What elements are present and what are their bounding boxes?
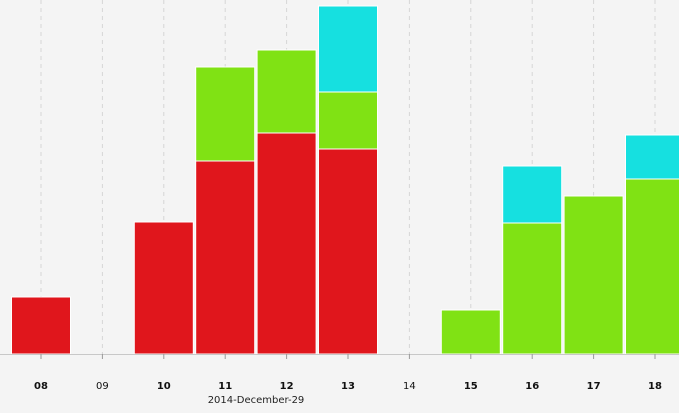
tick-label-11: 11 (218, 381, 232, 392)
tick-label-16: 16 (525, 381, 539, 392)
tick-label-18: 18 (648, 381, 662, 392)
tick-label-13: 13 (341, 381, 355, 392)
bar-16-segment-3[interactable] (502, 165, 563, 224)
bar-11-segment-1[interactable] (195, 160, 256, 355)
bar-12-segment-1[interactable] (256, 132, 317, 355)
tick-label-17: 17 (587, 381, 601, 392)
bar-16-segment-2[interactable] (502, 222, 563, 355)
bar-11-segment-2[interactable] (195, 66, 256, 162)
bars (11, 5, 679, 355)
tick-label-10: 10 (157, 381, 171, 392)
bar-18-segment-3[interactable] (625, 134, 679, 180)
bar-10-segment-1[interactable] (133, 221, 194, 355)
bar-13-segment-3[interactable] (318, 5, 378, 93)
bar-17-segment-2[interactable] (563, 195, 624, 355)
tick-label-08: 08 (34, 381, 48, 392)
bar-13-segment-2[interactable] (318, 91, 378, 150)
tick-label-12: 12 (280, 381, 294, 392)
tick-label-15: 15 (464, 381, 478, 392)
bar-18-segment-2[interactable] (625, 178, 679, 355)
tick-label-09: 09 (96, 381, 109, 392)
bar-12-segment-2[interactable] (256, 49, 317, 134)
tick-label-14: 14 (403, 381, 416, 392)
x-axis-date-label: 2014-December-29 (208, 395, 305, 406)
bar-15-segment-2[interactable] (440, 309, 501, 355)
bar-13-segment-1[interactable] (318, 148, 378, 355)
x-axis-ticks: 08 09 10 11 12 13 14 15 16 17 18 (34, 354, 662, 392)
bar-08-segment-1[interactable] (11, 296, 71, 355)
